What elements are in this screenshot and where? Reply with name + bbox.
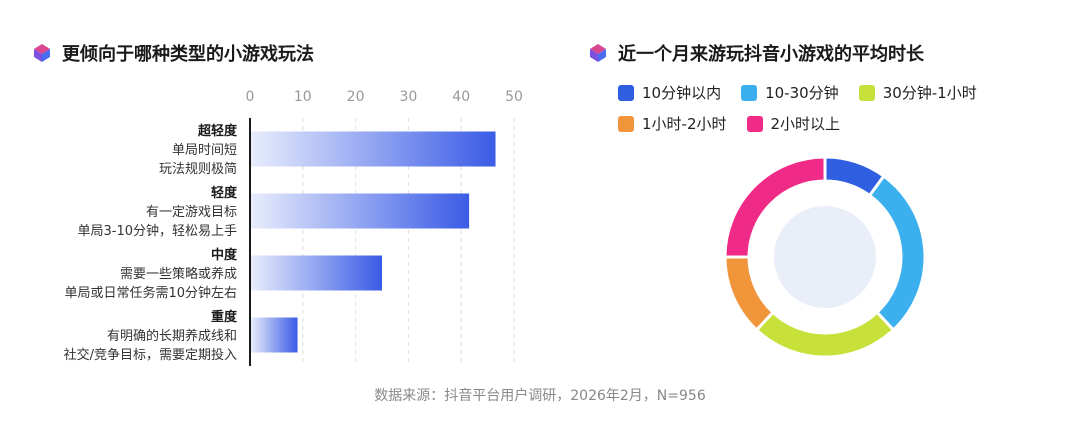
- donut-chart: [723, 155, 927, 359]
- category-description: 单局3-10分钟，轻松易上手: [77, 223, 237, 239]
- left-chart-title: 更倾向于哪种类型的小游戏玩法: [32, 40, 314, 66]
- legend-swatch: [741, 84, 758, 101]
- data-source: 数据来源：抖音平台用户调研，2026年2月，N=956: [374, 388, 706, 404]
- donut-slice: [723, 255, 776, 333]
- bar: [251, 317, 298, 353]
- bar: [251, 255, 382, 291]
- x-tick-label: 40: [452, 89, 470, 105]
- donut-legend: 10分钟以内 10-30分钟 30分钟-1小时 1小时-2小时 2小时以上: [618, 82, 1058, 134]
- category-description: 单局或日常任务需10分钟左右: [64, 285, 237, 301]
- bar-chart: 0 10 20 30 40 50 超轻度单局时间短玩法规则极简轻度有一定游戏目标单局3-1…: [64, 89, 523, 366]
- legend-label: 1小时-2小时: [642, 115, 727, 133]
- category-description: 单局时间短: [172, 143, 237, 158]
- category-label: 中度: [211, 247, 238, 263]
- x-tick-label: 10: [294, 89, 312, 105]
- category-label: 重度: [211, 309, 238, 325]
- legend-swatch: [618, 115, 634, 132]
- donut-center: [774, 206, 876, 308]
- donut-slice: [723, 155, 827, 259]
- category-description: 有一定游戏目标: [146, 205, 237, 220]
- legend-label: 30分钟-1小时: [882, 84, 977, 102]
- x-tick-label: 30: [399, 89, 417, 105]
- legend-item: 10分钟以内: [618, 82, 721, 103]
- donut-slice: [754, 310, 896, 359]
- x-tick-label: 50: [505, 89, 523, 105]
- legend-item: 1小时-2小时: [618, 113, 727, 134]
- right-chart-title: 近一个月来游玩抖音小游戏的平均时长: [588, 40, 924, 66]
- bar: [251, 193, 470, 229]
- brand-logo-icon: [590, 44, 606, 62]
- x-tick-label: 20: [347, 89, 365, 105]
- category-label: 轻度: [211, 185, 238, 201]
- donut-slice: [867, 174, 927, 333]
- bar: [251, 131, 496, 167]
- legend-item: 10-30分钟: [741, 82, 839, 103]
- legend-swatch: [858, 84, 875, 101]
- legend-item: 2小时以上: [746, 113, 841, 134]
- x-tick-label: 0: [246, 89, 255, 105]
- category-description: 社交/竞争目标，需要定期投入: [64, 347, 237, 363]
- category-description: 需要一些策略或养成: [120, 266, 237, 282]
- brand-logo-icon: [34, 44, 50, 62]
- category-description: 有明确的长期养成线和: [107, 328, 237, 344]
- right-chart-title-text: 近一个月来游玩抖音小游戏的平均时长: [618, 44, 924, 65]
- legend-swatch: [746, 115, 763, 132]
- category-label: 超轻度: [198, 123, 238, 139]
- left-chart-title-text: 更倾向于哪种类型的小游戏玩法: [62, 44, 314, 65]
- category-description: 玩法规则极简: [159, 161, 237, 177]
- legend-label: 10-30分钟: [765, 84, 839, 102]
- legend-item: 30分钟-1小时: [858, 82, 977, 103]
- legend-label: 2小时以上: [770, 115, 841, 133]
- legend-label: 10分钟以内: [642, 84, 722, 102]
- legend-swatch: [618, 84, 634, 101]
